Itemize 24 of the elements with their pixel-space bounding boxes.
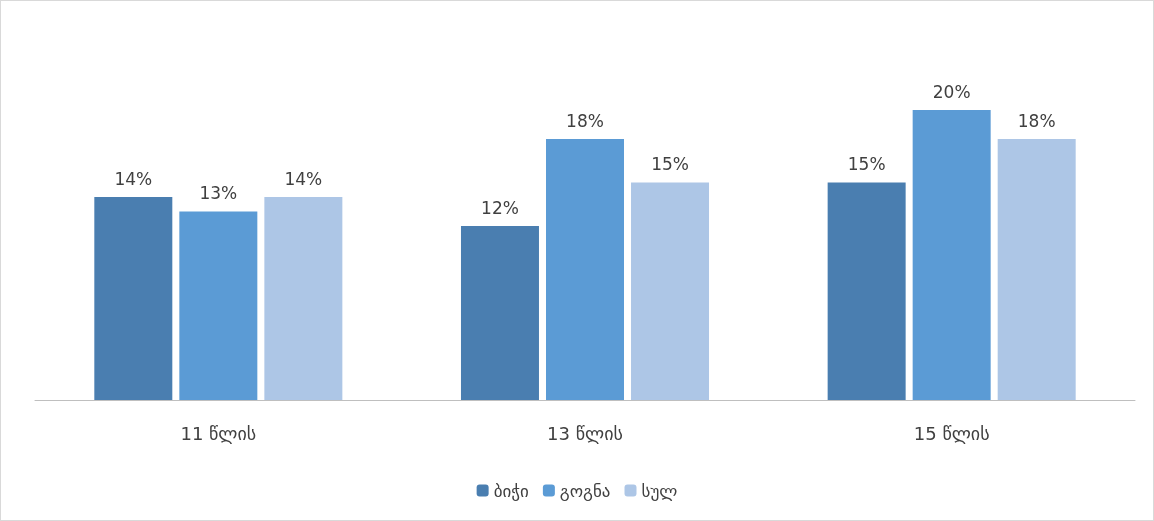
data-label: 15% [847, 154, 886, 174]
legend-label: სულ [641, 480, 678, 501]
bar [912, 110, 991, 400]
data-label: 15% [651, 154, 689, 174]
bar [546, 139, 624, 400]
x-tick-label: 11 წლის [180, 422, 257, 444]
bar [264, 197, 343, 400]
bar [827, 182, 906, 400]
legend-label: ბიჭი [493, 480, 529, 501]
x-tick-label: 13 წლის [547, 422, 623, 444]
bar [179, 211, 258, 400]
bar [94, 197, 173, 400]
data-label: 20% [932, 81, 971, 102]
data-label: 14% [284, 168, 323, 189]
bar [997, 139, 1076, 400]
data-label: 13% [199, 183, 238, 203]
data-label: 18% [566, 110, 604, 131]
x-tick-label: 15 წლის [913, 422, 990, 444]
legend-label: გოგნა [559, 480, 611, 501]
data-label: 14% [114, 168, 153, 189]
data-label: 18% [1017, 110, 1056, 131]
bar [631, 182, 710, 400]
data-label: 12% [481, 197, 519, 218]
bar [460, 226, 539, 400]
